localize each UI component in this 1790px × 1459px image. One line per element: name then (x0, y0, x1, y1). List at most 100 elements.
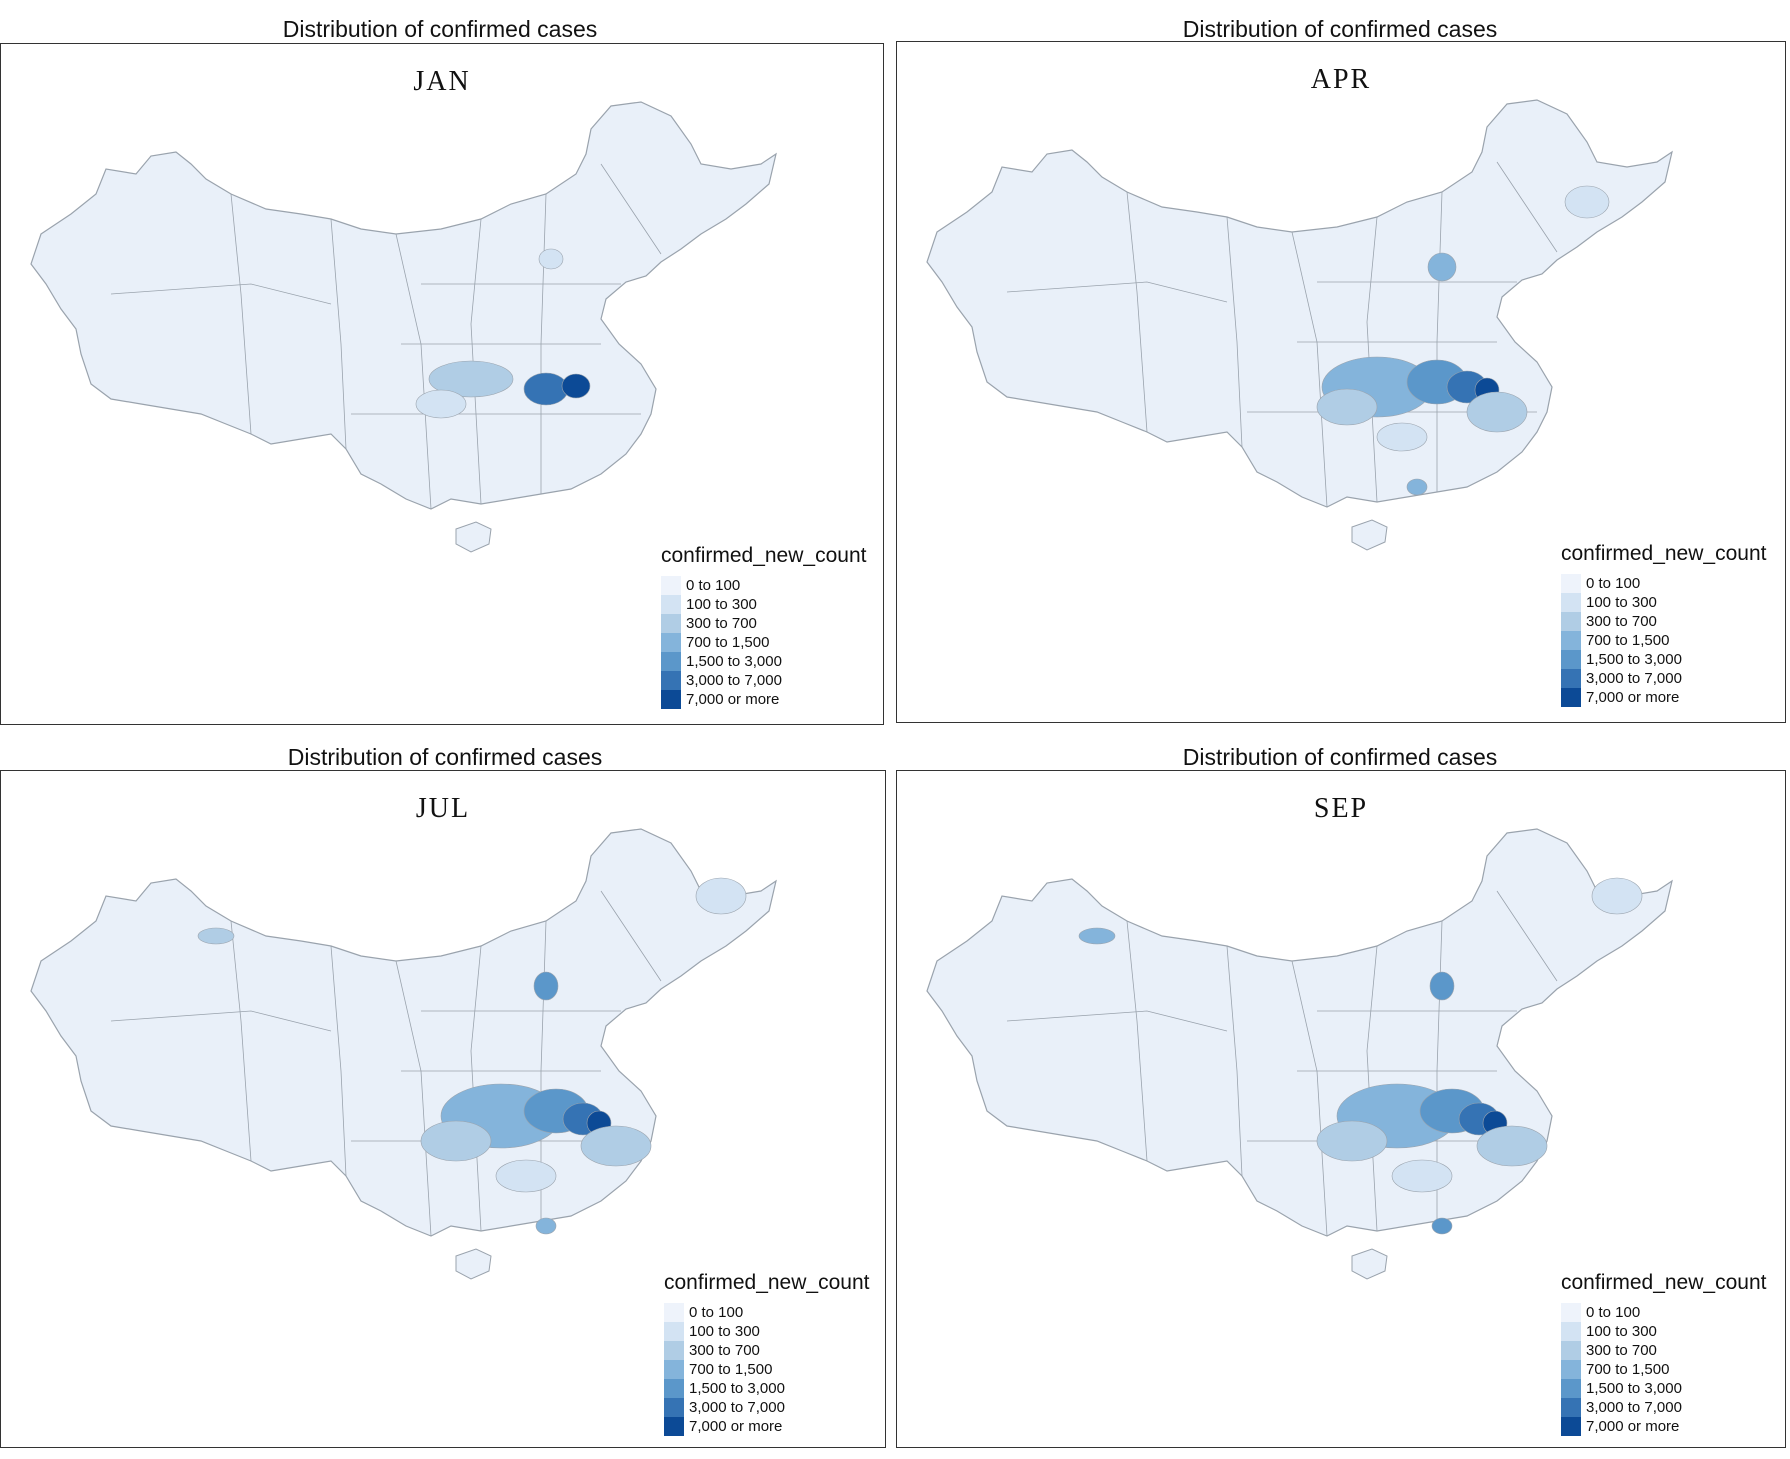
legend-label: 3,000 to 7,000 (1586, 1399, 1682, 1416)
legend-swatch (661, 671, 681, 690)
legend-label: 100 to 300 (1586, 594, 1657, 611)
legend-swatch (661, 652, 681, 671)
legend-label: 0 to 100 (689, 1304, 744, 1321)
legend-swatch (664, 1303, 684, 1322)
case-region (495, 1159, 557, 1193)
legend-item: 7,000 or more (1561, 688, 1766, 707)
month-label-apr: APR (1310, 64, 1372, 95)
legend-swatch (1561, 1322, 1581, 1341)
legend-item: 700 to 1,500 (664, 1360, 869, 1379)
legend-item: 700 to 1,500 (661, 633, 866, 652)
hainan-island (455, 1248, 492, 1280)
legend-label: 0 to 100 (1586, 1304, 1641, 1321)
legend-swatch (661, 633, 681, 652)
case-region (428, 360, 514, 398)
china-outline (30, 101, 777, 510)
legend-swatch (661, 576, 681, 595)
month-label-sep: SEP (1313, 793, 1369, 824)
legend-title: confirmed_new_count (1561, 542, 1767, 565)
legend-label: 300 to 700 (1586, 1342, 1657, 1359)
legend-item: 1,500 to 3,000 (661, 652, 866, 671)
legend-label: 0 to 100 (1586, 575, 1641, 592)
case-region (535, 1217, 557, 1235)
china-map-apr (926, 99, 1673, 551)
case-region (561, 373, 591, 399)
case-region (1316, 388, 1378, 426)
legend-swatch (664, 1398, 684, 1417)
legend-label: 700 to 1,500 (686, 634, 770, 651)
legend-label: 3,000 to 7,000 (689, 1399, 785, 1416)
legend-label: 1,500 to 3,000 (1586, 651, 1682, 668)
case-region (1564, 185, 1610, 219)
china-map-sep (926, 828, 1673, 1280)
legend-item: 3,000 to 7,000 (664, 1398, 869, 1417)
legend-label: 300 to 700 (689, 1342, 760, 1359)
legend-item: 7,000 or more (1561, 1417, 1766, 1436)
legend-apr: confirmed_new_count 0 to 100 100 to 300 30… (1561, 542, 1766, 707)
legend-swatch (1561, 1417, 1581, 1436)
legend-swatch (1561, 631, 1581, 650)
legend-item: 100 to 300 (664, 1322, 869, 1341)
hainan-island (455, 521, 492, 553)
panel-title-apr: Distribution of confirmed cases (1182, 16, 1498, 42)
legend-label: 7,000 or more (689, 1418, 783, 1435)
case-region (1376, 422, 1428, 452)
legend-swatch (1561, 593, 1581, 612)
case-region (1429, 971, 1455, 1001)
map-panel-jul: JUL confirmed_new_count 0 to 100 100 to 3… (0, 770, 886, 1448)
legend-sep: confirmed_new_count 0 to 100 100 to 300 30… (1561, 1271, 1766, 1436)
legend-label: 1,500 to 3,000 (689, 1380, 785, 1397)
legend-label: 700 to 1,500 (1586, 1361, 1670, 1378)
legend-item: 7,000 or more (661, 690, 866, 709)
case-region (1427, 252, 1457, 282)
legend-swatch (664, 1417, 684, 1436)
legend-title: confirmed_new_count (1561, 1271, 1767, 1294)
legend-item: 0 to 100 (661, 576, 866, 595)
legend-swatch (664, 1341, 684, 1360)
legend-label: 3,000 to 7,000 (1586, 670, 1682, 687)
legend-swatch (1561, 574, 1581, 593)
china-outline (30, 828, 777, 1237)
legend-item: 300 to 700 (664, 1341, 869, 1360)
legend-item: 100 to 300 (1561, 1322, 1766, 1341)
legend-item: 100 to 300 (1561, 593, 1766, 612)
china-map-jan (30, 101, 777, 553)
case-region (523, 372, 569, 406)
legend-label: 100 to 300 (686, 596, 757, 613)
legend-item: 0 to 100 (1561, 1303, 1766, 1322)
case-region (1316, 1120, 1388, 1162)
legend-swatch (1561, 1379, 1581, 1398)
china-outline (926, 99, 1673, 508)
legend-item: 1,500 to 3,000 (1561, 650, 1766, 669)
legend-swatch (664, 1360, 684, 1379)
legend-item: 3,000 to 7,000 (1561, 669, 1766, 688)
legend-item: 3,000 to 7,000 (661, 671, 866, 690)
china-map-jul (30, 828, 777, 1280)
legend-label: 3,000 to 7,000 (686, 672, 782, 689)
legend-label: 100 to 300 (689, 1323, 760, 1340)
case-region (1476, 1125, 1548, 1167)
legend-swatch (1561, 612, 1581, 631)
legend-label: 7,000 or more (1586, 1418, 1680, 1435)
map-panel-apr: APR confirmed_new_count 0 to 100 100 to 3… (896, 41, 1786, 723)
map-panel-sep: SEP confirmed_new_count 0 to 100 100 to 3… (896, 770, 1786, 1448)
hainan-island (1351, 519, 1388, 551)
case-region (1431, 1217, 1453, 1235)
legend-swatch (1561, 1398, 1581, 1417)
china-outline (926, 828, 1673, 1237)
legend-swatch (664, 1322, 684, 1341)
legend-title: confirmed_new_count (661, 544, 867, 567)
legend-label: 7,000 or more (1586, 689, 1680, 706)
case-region (538, 248, 564, 270)
case-region (420, 1120, 492, 1162)
case-region (1591, 877, 1643, 915)
legend-swatch (1561, 650, 1581, 669)
month-label-jan: JAN (413, 66, 471, 97)
legend-swatch (1561, 1360, 1581, 1379)
case-region (580, 1125, 652, 1167)
legend-item: 300 to 700 (661, 614, 866, 633)
case-region (695, 877, 747, 915)
legend-item: 700 to 1,500 (1561, 631, 1766, 650)
legend-label: 300 to 700 (686, 615, 757, 632)
map-panel-jan: JAN confirmed_new_count 0 to 100 100 to 3… (0, 43, 884, 725)
